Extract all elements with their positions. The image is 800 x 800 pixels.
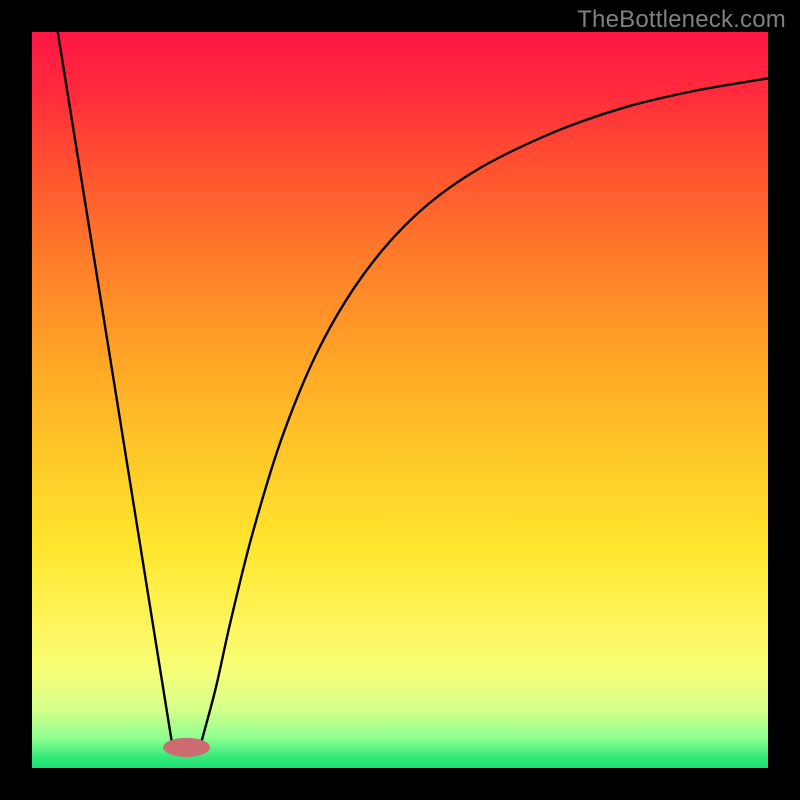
gradient-background <box>32 32 768 768</box>
chart-frame: TheBottleneck.com <box>0 0 800 800</box>
minimum-marker <box>163 738 210 757</box>
bottleneck-curve-chart <box>32 32 768 768</box>
plot-area <box>32 32 768 768</box>
watermark-text: TheBottleneck.com <box>577 6 786 34</box>
